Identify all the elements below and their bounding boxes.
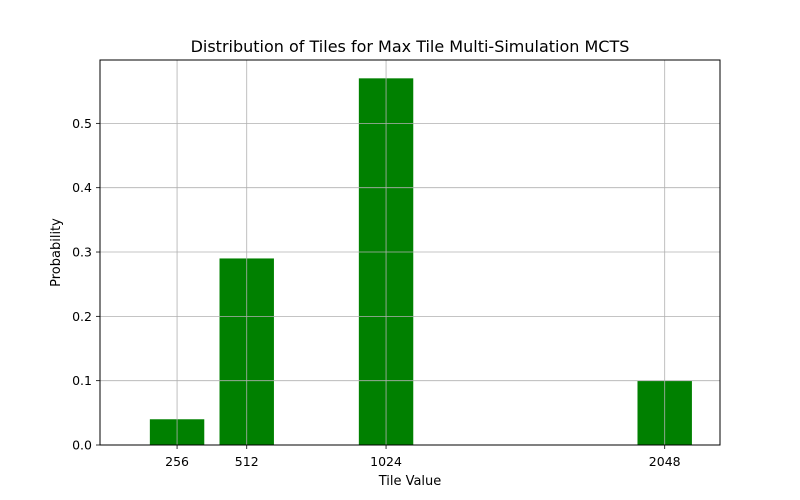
y-tick-label-0.4: 0.4 (72, 180, 92, 195)
y-axis-label: Probability (49, 218, 64, 287)
tick-layer: 256 512 1024 2048 0.0 0.1 0.2 0.3 0.4 0.5 (72, 116, 681, 469)
plot-frame (99, 59, 721, 446)
x-tick-label-1024: 1024 (370, 454, 402, 469)
x-tick-label-256: 256 (165, 454, 189, 469)
chart-title: Distribution of Tiles for Max Tile Multi… (191, 37, 630, 56)
y-tick-label-0.0: 0.0 (72, 438, 92, 453)
y-tick-label-0.1: 0.1 (72, 373, 92, 388)
x-tick-label-2048: 2048 (649, 454, 681, 469)
y-tick-label-0.3: 0.3 (72, 245, 92, 260)
y-tick-label-0.2: 0.2 (72, 309, 92, 324)
x-tick-label-512: 512 (235, 454, 259, 469)
bar-layer (149, 78, 692, 445)
y-tick-label-0.5: 0.5 (72, 116, 92, 131)
x-axis-label: Tile Value (378, 474, 442, 489)
